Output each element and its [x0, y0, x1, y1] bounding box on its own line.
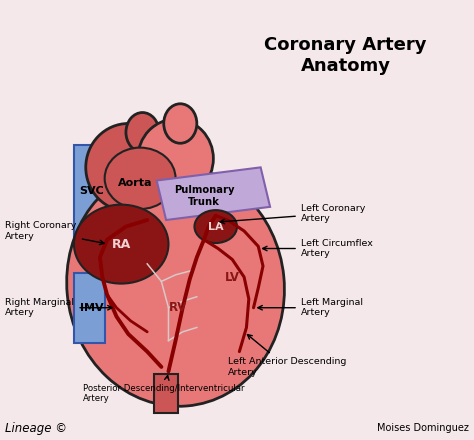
- Ellipse shape: [194, 210, 237, 243]
- Text: Left Marginal
Artery: Left Marginal Artery: [258, 298, 363, 317]
- Ellipse shape: [67, 165, 284, 406]
- Text: SVC: SVC: [79, 187, 104, 197]
- Text: Aorta: Aorta: [118, 178, 153, 188]
- Text: Left Anterior Descending
Artery: Left Anterior Descending Artery: [228, 334, 346, 377]
- Text: Posterior Descending/Interventricular
Artery: Posterior Descending/Interventricular Ar…: [83, 376, 245, 403]
- Ellipse shape: [74, 205, 168, 284]
- Ellipse shape: [138, 119, 213, 198]
- Bar: [74, 146, 105, 303]
- Text: Coronary Artery
Anatomy: Coronary Artery Anatomy: [264, 36, 427, 75]
- Text: RA: RA: [111, 238, 131, 251]
- Text: LA: LA: [209, 222, 224, 231]
- Text: LV: LV: [225, 271, 240, 283]
- Ellipse shape: [86, 124, 171, 211]
- Ellipse shape: [105, 148, 175, 209]
- Text: Pulmonary
Trunk: Pulmonary Trunk: [173, 185, 234, 207]
- Text: Left Circumflex
Artery: Left Circumflex Artery: [263, 239, 373, 258]
- Polygon shape: [156, 167, 270, 220]
- Text: Moises Dominguez: Moises Dominguez: [377, 423, 469, 433]
- Text: IMV: IMV: [80, 303, 103, 313]
- Ellipse shape: [164, 104, 197, 143]
- Bar: [155, 374, 178, 413]
- Bar: [74, 273, 105, 343]
- Text: Right Marginal
Artery: Right Marginal Artery: [5, 298, 112, 317]
- Text: Left Coronary
Artery: Left Coronary Artery: [220, 204, 365, 224]
- Text: Lineage ©: Lineage ©: [5, 422, 67, 435]
- Text: RV: RV: [169, 301, 187, 314]
- Ellipse shape: [126, 113, 159, 152]
- Text: Right Coronary
Artery: Right Coronary Artery: [5, 221, 104, 245]
